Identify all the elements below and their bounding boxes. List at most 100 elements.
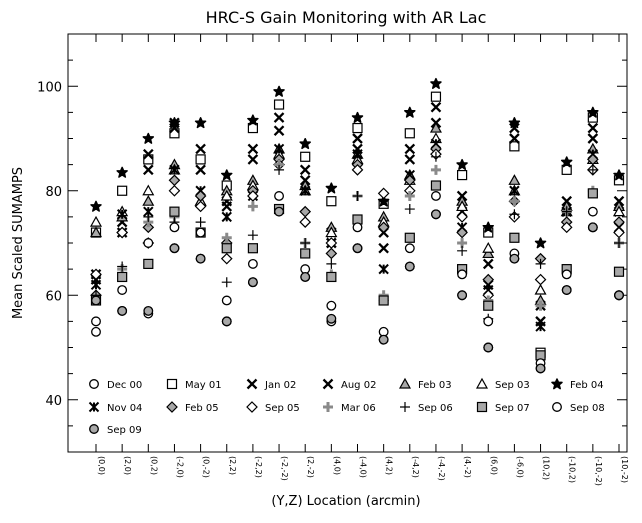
data-point [194, 117, 207, 129]
data-point [195, 227, 206, 238]
data-point [352, 222, 363, 233]
data-point [247, 143, 259, 155]
data-point [246, 199, 260, 213]
data-point [482, 221, 494, 233]
data-point [274, 206, 284, 217]
legend-label: Sep 07 [495, 403, 530, 414]
chart-title: HRC-S Gain Monitoring with AR Lac [206, 8, 487, 27]
x-tick-label: (4,-2) [463, 456, 472, 478]
data-point [351, 111, 364, 123]
y-tick-label: 100 [37, 80, 62, 95]
x-tick-label: (4,0) [332, 456, 341, 475]
legend-label: Sep 05 [265, 403, 300, 414]
legend-marker [399, 401, 411, 413]
data-point [404, 232, 415, 243]
x-tick-label: (2,2) [228, 456, 237, 475]
data-point [326, 196, 337, 207]
data-point [273, 111, 285, 124]
legend-label: Feb 03 [418, 380, 452, 391]
data-point [117, 305, 128, 316]
data-point [430, 77, 442, 89]
legend-marker [552, 402, 562, 412]
data-point [352, 243, 363, 254]
legend-label: Sep 08 [570, 403, 605, 414]
data-point [116, 166, 128, 178]
data-point [169, 222, 180, 233]
x-tick-label: (2,-2) [306, 456, 315, 478]
x-tick-label: (-4,2) [411, 456, 420, 478]
data-point [274, 191, 284, 201]
data-point [613, 266, 625, 277]
x-tick-label: (-4,-2) [437, 456, 446, 481]
data-point [614, 290, 624, 301]
data-point [535, 321, 547, 333]
data-point [535, 363, 546, 374]
data-point [247, 243, 258, 254]
data-point [457, 290, 468, 301]
data-point [352, 122, 363, 134]
data-point [456, 211, 468, 223]
data-point [300, 272, 311, 282]
data-point [143, 238, 154, 248]
data-point [587, 206, 598, 217]
data-point [143, 258, 154, 269]
data-point [508, 117, 521, 129]
x-axis-label: (Y,Z) Location (arcmin) [271, 494, 420, 509]
data-point [431, 209, 441, 220]
data-point [195, 216, 207, 228]
data-point [195, 154, 206, 165]
data-point [587, 222, 598, 233]
data-point [247, 277, 258, 288]
data-point [508, 174, 521, 185]
data-point [221, 200, 233, 213]
legend-label: May 01 [185, 380, 222, 391]
x-tick-label: (-10,-2) [594, 456, 603, 486]
legend-label: Feb 04 [570, 380, 604, 391]
data-point [456, 226, 468, 239]
data-point [221, 295, 232, 306]
data-point [195, 190, 207, 202]
legend-marker [166, 378, 178, 390]
data-point [482, 273, 494, 286]
x-tick-label: (10,-2) [620, 456, 629, 483]
x-tick-label: (-6,0) [515, 456, 524, 478]
data-point [351, 190, 364, 202]
data-point [587, 122, 599, 134]
data-point [378, 263, 390, 275]
data-point [117, 271, 128, 283]
data-point [90, 279, 102, 291]
data-point [299, 137, 311, 150]
data-point [247, 153, 259, 166]
data-point [404, 128, 415, 139]
data-point [378, 187, 390, 199]
data-point [169, 206, 180, 217]
x-tick-label: (0,2) [149, 456, 158, 475]
data-points [89, 77, 626, 374]
data-point [613, 226, 625, 239]
data-point [404, 261, 415, 272]
data-point [221, 253, 233, 265]
data-point [534, 284, 547, 295]
data-point [299, 164, 311, 176]
data-point [430, 91, 442, 102]
data-point [456, 245, 468, 257]
data-point [587, 106, 599, 118]
legend-marker [399, 378, 411, 389]
legend-label: Aug 02 [341, 380, 376, 391]
data-point [561, 269, 572, 280]
data-point [117, 285, 128, 295]
data-point [142, 164, 154, 176]
data-point [142, 185, 154, 196]
data-point [142, 211, 154, 223]
legend-marker [166, 401, 178, 413]
legend-label: Dec 00 [107, 380, 142, 391]
y-tick-label: 40 [45, 394, 62, 409]
data-point [326, 271, 337, 283]
legend-marker [89, 424, 99, 434]
data-point [404, 153, 416, 166]
y-axis: 40 60 80 100 [37, 33, 627, 453]
data-point [300, 248, 311, 259]
data-point [91, 326, 101, 337]
data-point [613, 237, 625, 249]
